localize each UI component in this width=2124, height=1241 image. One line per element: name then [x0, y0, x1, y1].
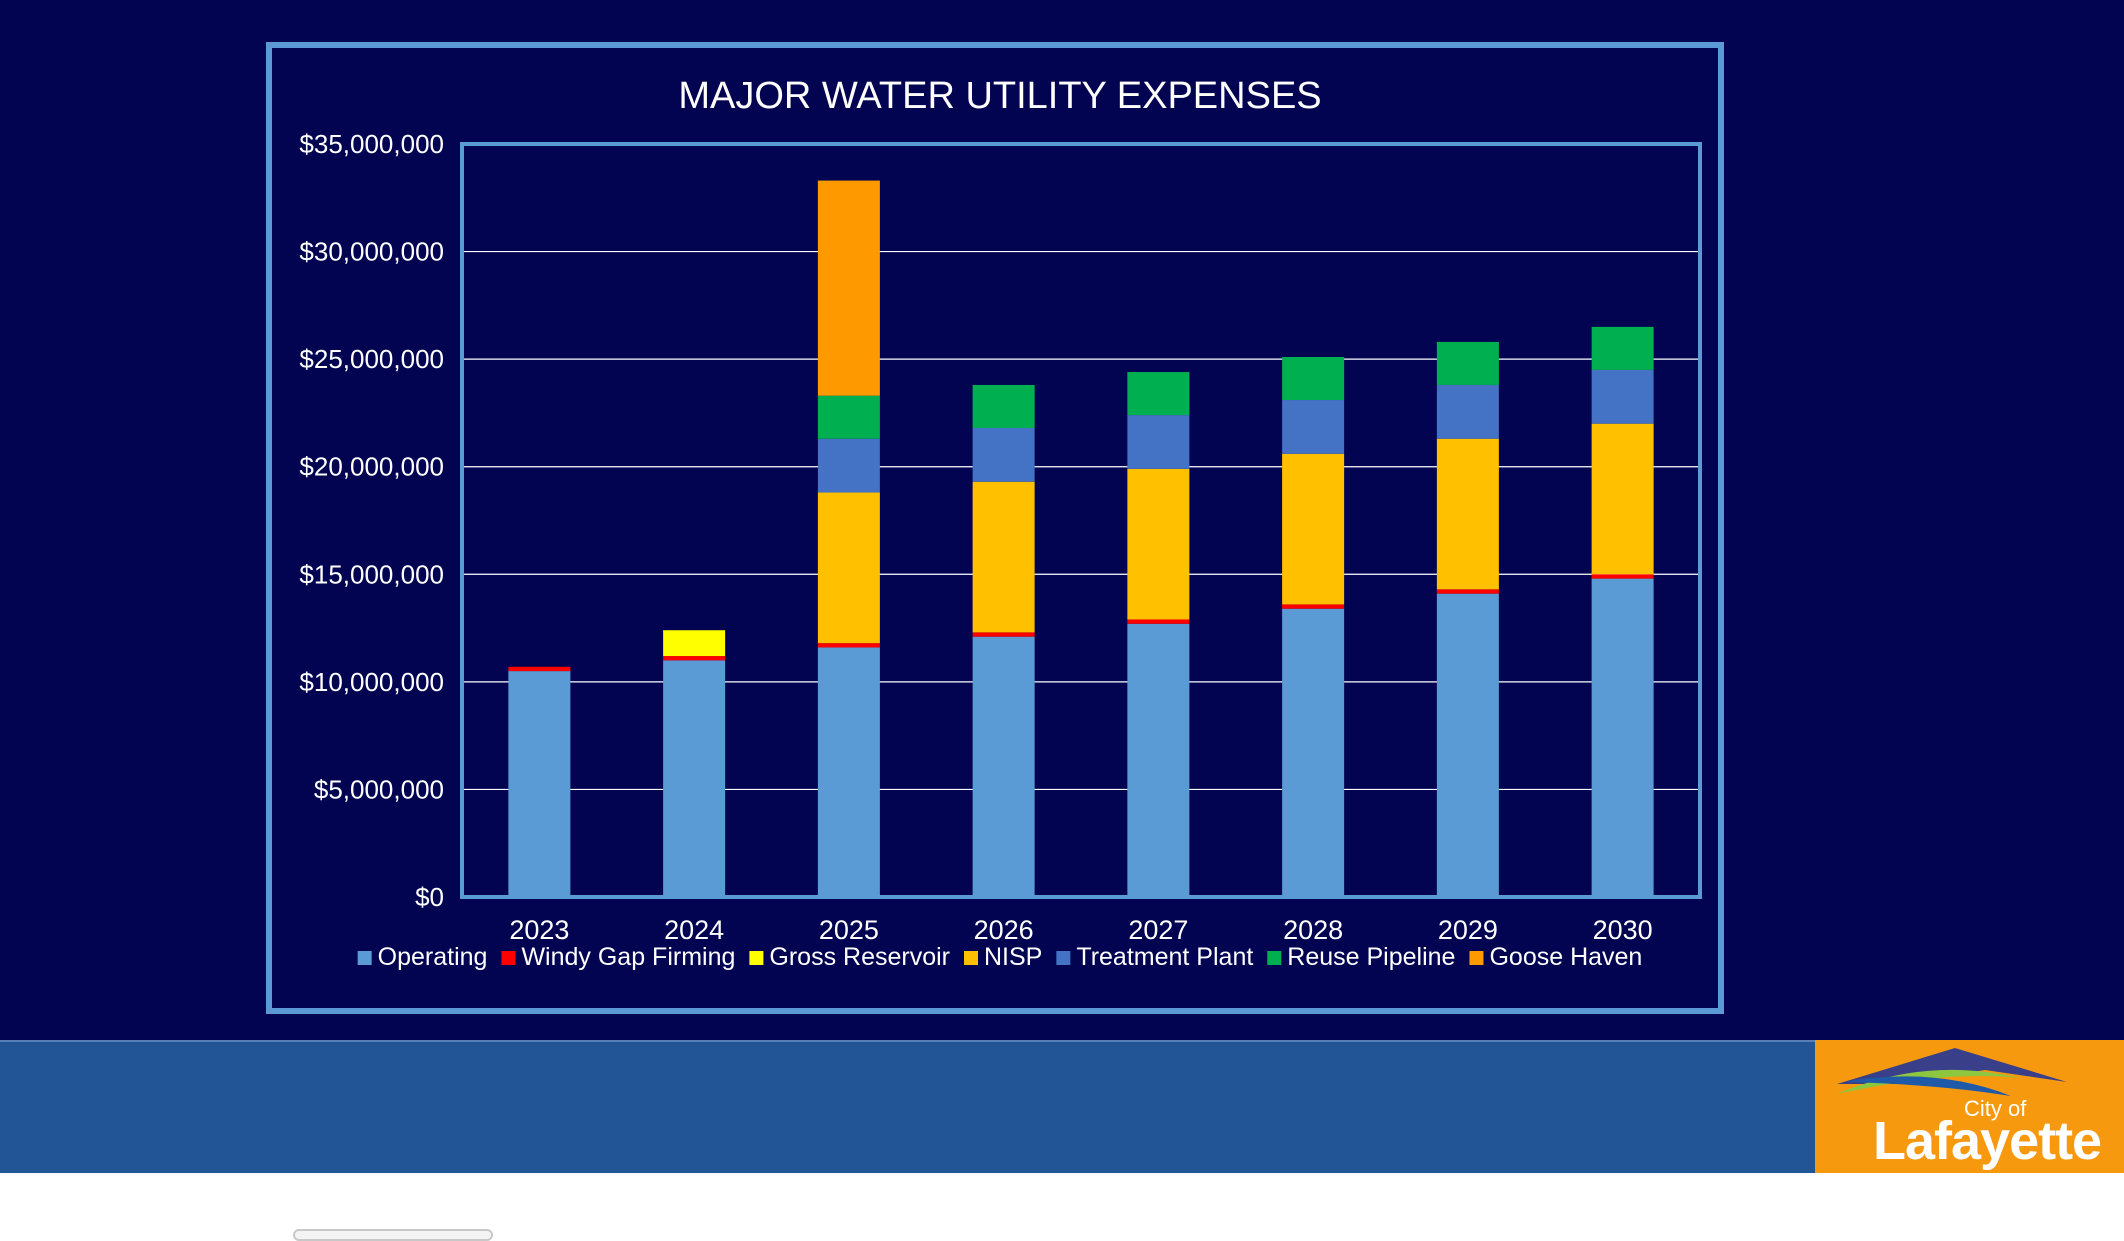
y-tick-label: $25,000,000 — [299, 344, 444, 374]
city-logo: City of Lafayette — [1815, 1040, 2124, 1173]
bar-segment-gross-reservoir-2024 — [663, 630, 726, 657]
legend-swatch — [749, 951, 764, 965]
bar-segment-nisp-2025 — [817, 492, 880, 644]
legend-label: Gross Reservoir — [769, 943, 950, 971]
legend-label: Windy Gap Firming — [521, 943, 735, 971]
legend-item-gross-reservoir: Gross Reservoir — [749, 943, 950, 971]
legend-swatch — [501, 951, 516, 965]
legend-label: Treatment Plant — [1076, 943, 1253, 971]
bar-segment-operating-2025 — [817, 647, 880, 897]
y-tick-label: $30,000,000 — [299, 237, 444, 267]
footer-band — [0, 1040, 1815, 1173]
axes: $0 $5,000,000 $10,000,000 $15,000,000 $20,00… — [299, 129, 1702, 945]
logo-city-of: City of — [1964, 1096, 2027, 1121]
bar-segment-treatment-plant-2026 — [972, 427, 1035, 482]
legend-item-reuse-pipeline: Reuse Pipeline — [1267, 943, 1455, 971]
bar-segment-reuse-pipeline-2026 — [972, 384, 1035, 428]
bar-segment-nisp-2027 — [1127, 468, 1190, 620]
plot-area-border — [460, 142, 1702, 899]
bar-segment-treatment-plant-2030 — [1591, 369, 1654, 424]
x-tick-label: 2030 — [1593, 915, 1653, 945]
legend-swatch — [1056, 951, 1071, 965]
bar-segment-operating-2029 — [1436, 593, 1499, 897]
bar-segment-windy-gap-firming-2026 — [972, 632, 1035, 637]
bar-segment-goose-haven-2025 — [817, 180, 880, 396]
y-tick-label: $20,000,000 — [299, 452, 444, 482]
y-tick-label: $15,000,000 — [299, 559, 444, 589]
legend-label: NISP — [984, 943, 1042, 971]
bar-segment-windy-gap-firming-2025 — [817, 643, 880, 648]
bar-segment-treatment-plant-2028 — [1282, 400, 1345, 454]
chart-title: MAJOR WATER UTILITY EXPENSES — [678, 75, 1321, 117]
legend-label: Operating — [378, 943, 488, 971]
bar-segment-windy-gap-firming-2029 — [1436, 589, 1499, 594]
legend-item-windy-gap-firming: Windy Gap Firming — [501, 943, 735, 971]
slide-background — [0, 0, 2124, 1040]
x-tick-label: 2027 — [1128, 915, 1188, 945]
bar-segment-windy-gap-firming-2023 — [508, 666, 571, 672]
bar-segment-treatment-plant-2025 — [817, 438, 880, 493]
chart: MAJOR WATER UTILITY EXPENSES $0 $5,000,00… — [299, 75, 1702, 971]
x-tick-label: 2023 — [509, 915, 569, 945]
bar-segment-nisp-2030 — [1591, 423, 1654, 575]
bar-segment-reuse-pipeline-2027 — [1127, 372, 1190, 416]
bar-segment-operating-2023 — [508, 671, 571, 897]
bar-segment-operating-2026 — [972, 636, 1035, 897]
x-tick-label: 2024 — [664, 915, 724, 945]
bar-segment-operating-2027 — [1127, 623, 1190, 897]
y-tick-label: $5,000,000 — [314, 774, 444, 804]
bar-segment-operating-2028 — [1282, 608, 1345, 897]
bar-segment-windy-gap-firming-2028 — [1282, 604, 1345, 609]
bottom-tab — [293, 1229, 493, 1241]
logo-city-name: Lafayette — [1873, 1111, 2102, 1171]
bar-segment-nisp-2028 — [1282, 453, 1345, 605]
x-tick-label: 2028 — [1283, 915, 1343, 945]
logo-mountains-icon — [1837, 1048, 2067, 1096]
legend-item-operating: Operating — [357, 943, 488, 971]
bar-segment-windy-gap-firming-2024 — [663, 656, 726, 661]
bar-segment-reuse-pipeline-2029 — [1436, 341, 1499, 385]
bar-segment-reuse-pipeline-2030 — [1591, 326, 1654, 370]
legend-item-nisp: NISP — [964, 943, 1042, 971]
bar-segment-reuse-pipeline-2028 — [1282, 356, 1345, 401]
legend-swatch — [1469, 951, 1484, 965]
legend-label: Reuse Pipeline — [1287, 943, 1455, 971]
legend-swatch — [964, 951, 978, 965]
bar-segment-nisp-2029 — [1436, 438, 1499, 590]
y-tick-label: $10,000,000 — [299, 667, 444, 697]
y-tick-label: $35,000,000 — [299, 129, 444, 159]
bar-segment-operating-2030 — [1591, 578, 1654, 897]
bars — [508, 180, 1654, 897]
bar-segment-windy-gap-firming-2027 — [1127, 619, 1190, 624]
bar-segment-windy-gap-firming-2030 — [1591, 574, 1654, 579]
x-tick-label: 2026 — [974, 915, 1034, 945]
bar-segment-operating-2024 — [663, 660, 726, 897]
x-tick-label: 2025 — [819, 915, 879, 945]
legend-swatch — [1267, 951, 1282, 965]
bar-segment-treatment-plant-2027 — [1127, 415, 1190, 469]
bar-segment-treatment-plant-2029 — [1436, 384, 1499, 439]
legend-swatch — [357, 951, 372, 965]
x-tick-label: 2029 — [1438, 915, 1498, 945]
gridlines — [462, 250, 1700, 791]
legend-item-treatment-plant: Treatment Plant — [1056, 943, 1253, 971]
legend-item-goose-haven: Goose Haven — [1469, 943, 1642, 971]
y-tick-label: $0 — [415, 882, 444, 912]
chart-frame: MAJOR WATER UTILITY EXPENSES $0 $5,000,00… — [266, 42, 1724, 1014]
legend: Operating Windy Gap Firming Gross Reservoi… — [357, 943, 1642, 971]
bar-segment-nisp-2026 — [972, 481, 1035, 633]
bar-segment-reuse-pipeline-2025 — [817, 395, 880, 439]
legend-label: Goose Haven — [1489, 943, 1642, 971]
